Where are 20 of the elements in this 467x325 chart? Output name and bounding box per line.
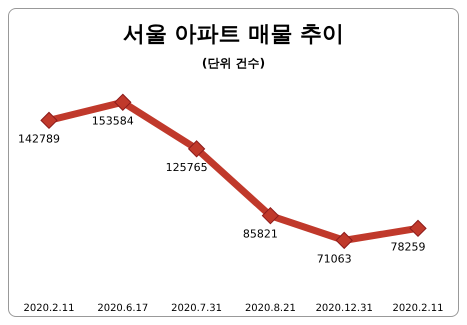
x-tick-label: 2020.6.17 — [97, 303, 148, 314]
point — [410, 220, 426, 237]
data-label: 78259 — [390, 240, 426, 254]
point — [114, 94, 132, 111]
chart-title: 서울 아파트 매물 추이 — [122, 21, 345, 49]
x-tick-label: 2020.12.31 — [316, 303, 373, 314]
data-label: 125765 — [166, 160, 208, 174]
point — [336, 232, 353, 249]
x-tick-label: 2020.2.11 — [24, 303, 74, 314]
data-label: 71063 — [316, 252, 352, 266]
data-label: 85821 — [242, 228, 278, 241]
x-tick-label: 2020.2.11 — [392, 303, 444, 314]
point — [40, 112, 58, 129]
data-label: 142789 — [18, 132, 60, 146]
point — [262, 207, 279, 224]
x-tick-label: 2020.7.31 — [171, 303, 222, 314]
point — [188, 140, 206, 158]
chart-subtitle: (단위 건수) — [200, 55, 266, 72]
data-label: 153584 — [92, 114, 134, 128]
x-tick-label: 2020.8.21 — [244, 303, 296, 314]
